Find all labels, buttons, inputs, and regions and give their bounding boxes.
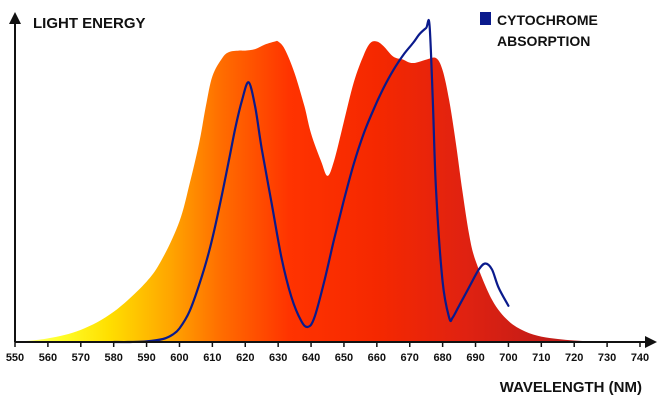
x-tick-label-650: 650 <box>335 352 353 364</box>
x-tick-label-660: 660 <box>368 352 386 364</box>
x-tick-label-570: 570 <box>72 352 90 364</box>
x-tick-label-600: 600 <box>170 352 188 364</box>
legend-swatch <box>480 12 491 25</box>
legend: CYTOCHROME ABSORPTION <box>480 12 598 49</box>
x-tick-label-550: 550 <box>6 352 24 364</box>
x-tick-label-560: 560 <box>39 352 57 364</box>
x-axis-arrow <box>645 336 657 348</box>
x-tick-label-670: 670 <box>401 352 419 364</box>
x-tick-label-690: 690 <box>466 352 484 364</box>
x-tick-label-740: 740 <box>631 352 649 364</box>
x-tick-label-710: 710 <box>532 352 550 364</box>
cytochrome-absorption-line <box>112 18 510 344</box>
y-axis-arrow <box>9 12 21 24</box>
x-tick-label-620: 620 <box>236 352 254 364</box>
y-axis-label: LIGHT ENERGY <box>33 15 146 32</box>
x-tick-label-720: 720 <box>565 352 583 364</box>
legend-label-line-1: CYTOCHROME <box>497 12 598 28</box>
x-tick-label-630: 630 <box>269 352 287 364</box>
x-tick-label-640: 640 <box>302 352 320 364</box>
x-tick-label-590: 590 <box>137 352 155 364</box>
x-axis-ticks <box>14 342 641 347</box>
legend-label-line-2: ABSORPTION <box>497 33 590 49</box>
x-tick-label-680: 680 <box>433 352 451 364</box>
x-axis-label: WAVELENGTH (NM) <box>500 379 642 396</box>
x-tick-label-610: 610 <box>203 352 221 364</box>
x-axis-tick-labels: 550 560 570 580 590 600 610 620 630 640 650 660 670 6… <box>6 352 649 364</box>
x-tick-label-580: 580 <box>105 352 123 364</box>
x-tick-label-700: 700 <box>499 352 517 364</box>
x-tick-label-730: 730 <box>598 352 616 364</box>
light-energy-area <box>15 40 624 343</box>
